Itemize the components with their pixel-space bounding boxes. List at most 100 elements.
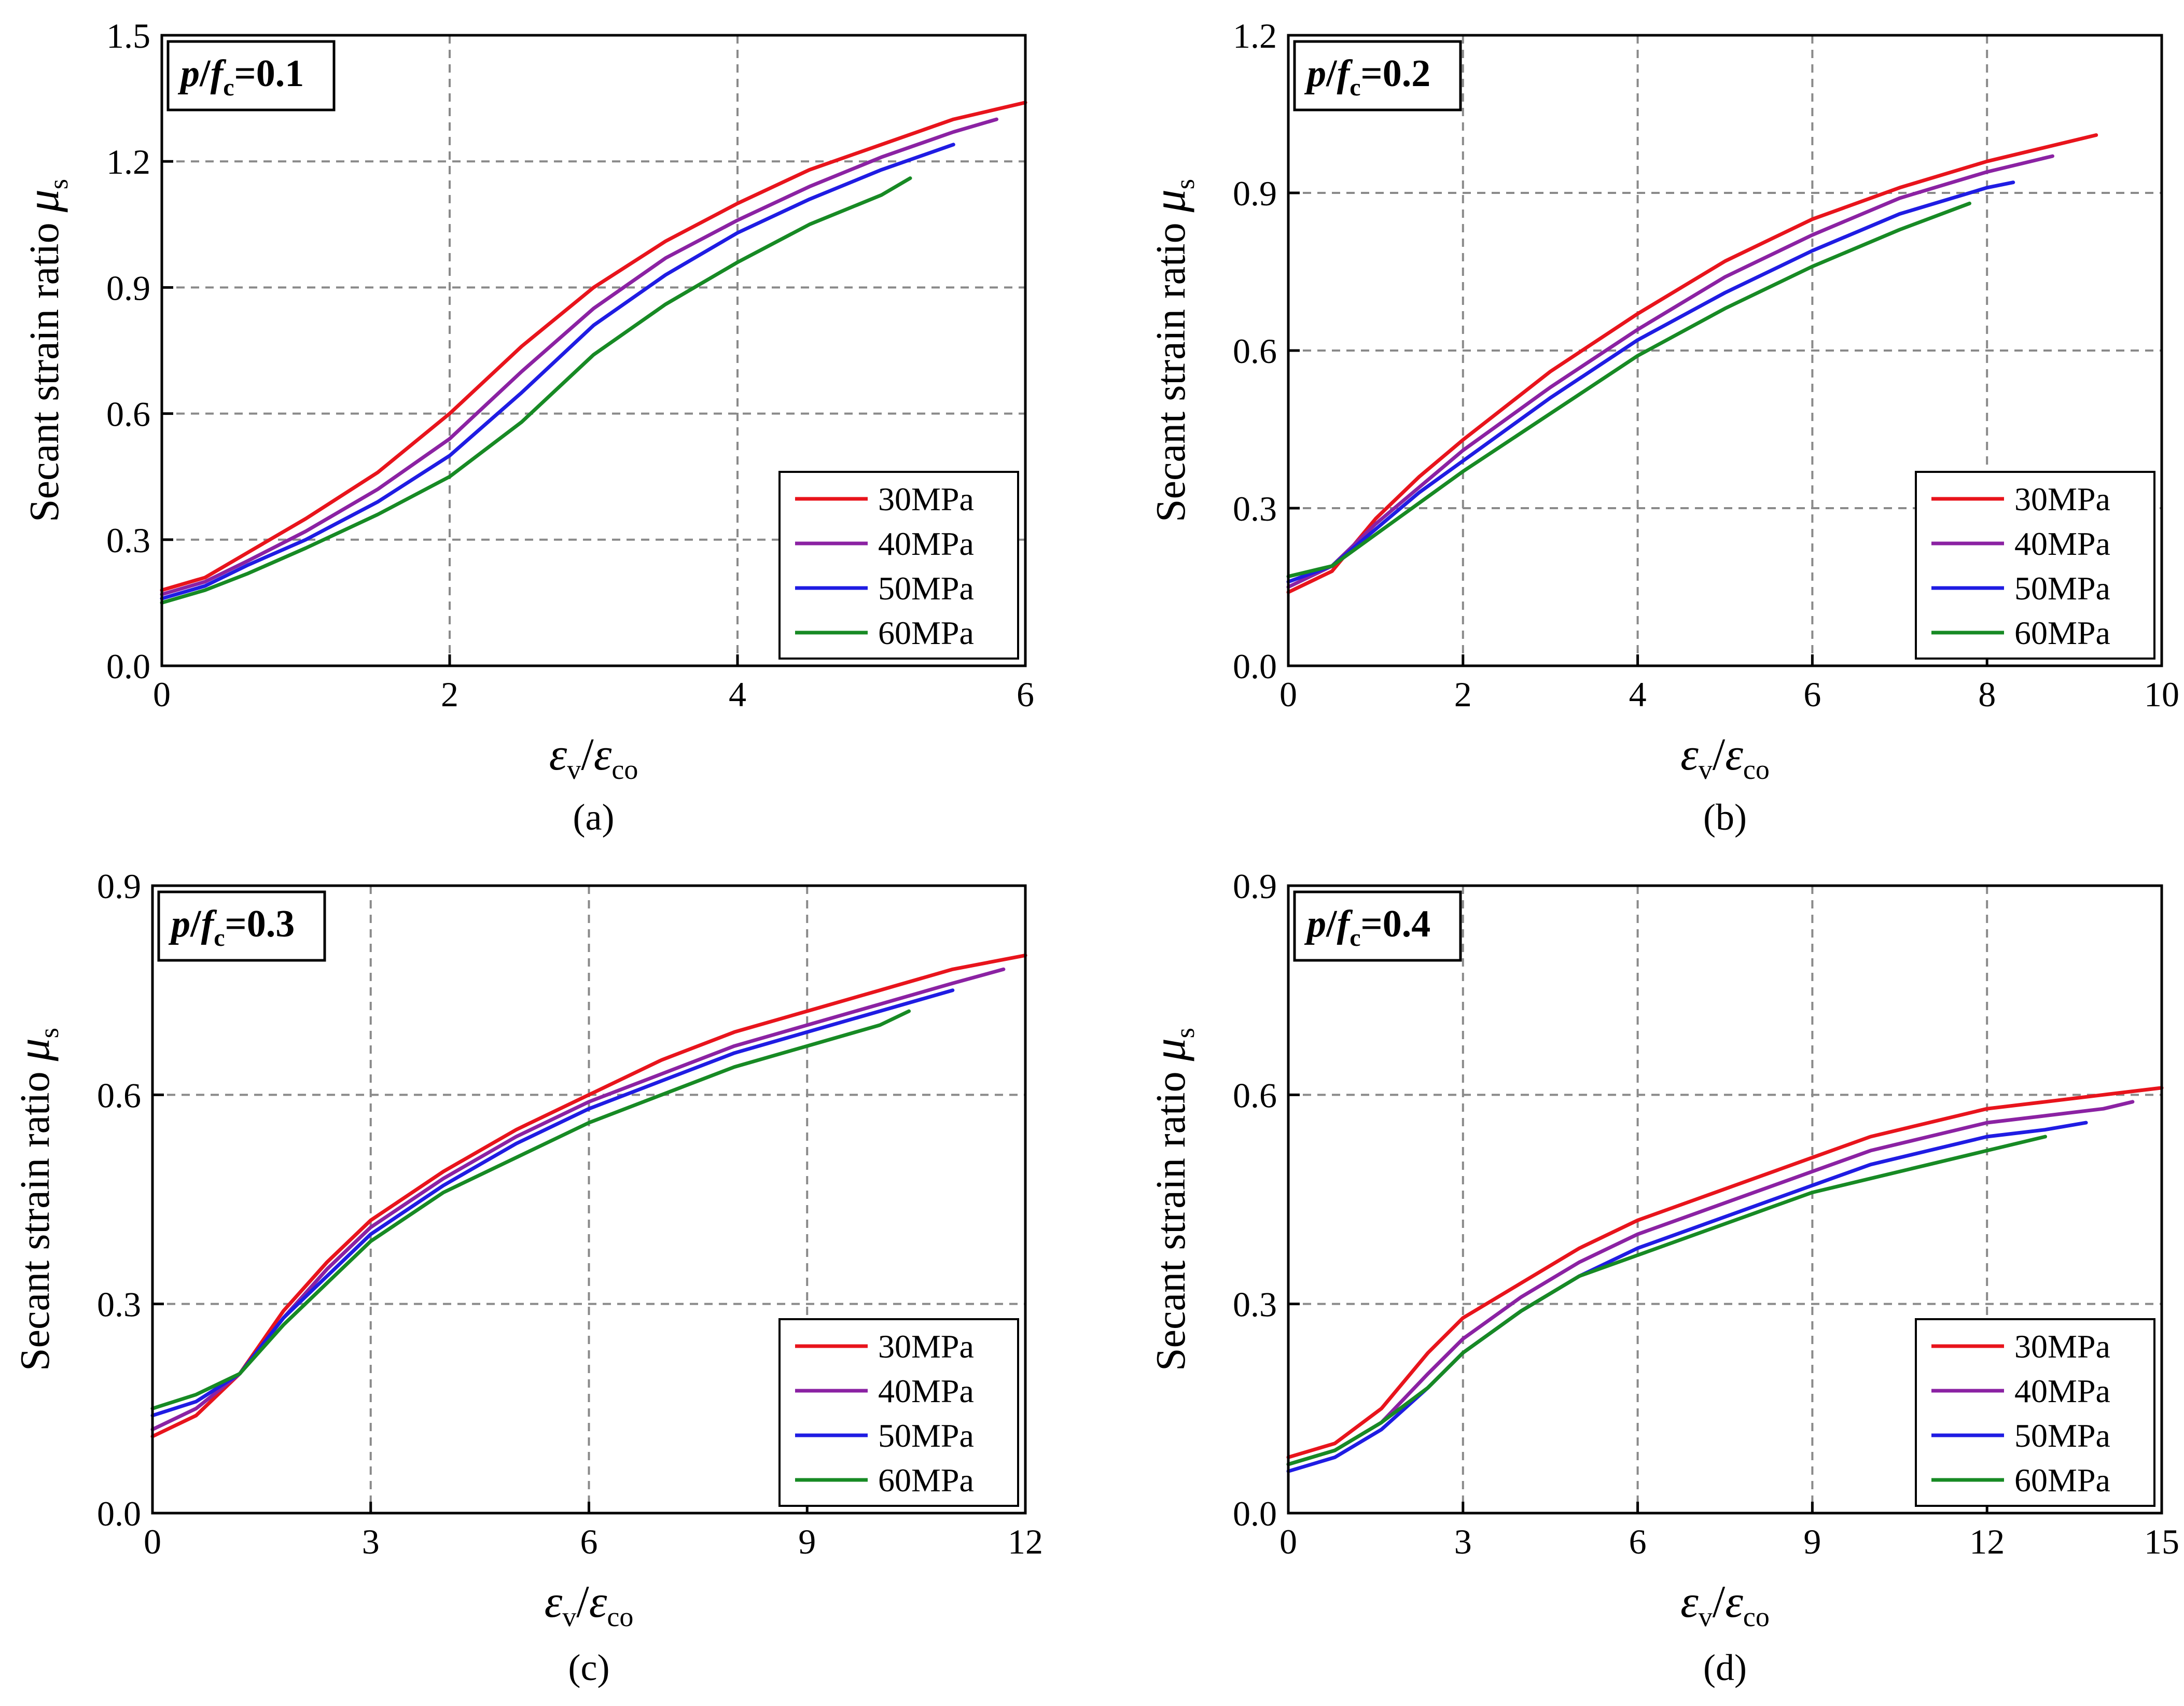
legend-label: 40MPa bbox=[2014, 525, 2110, 562]
y-tick-label: 0.6 bbox=[97, 1075, 141, 1115]
series-line-60MPa bbox=[160, 176, 912, 605]
x-tick-label: 3 bbox=[362, 1522, 380, 1561]
legend-box bbox=[778, 471, 1019, 660]
y-tick-label: 0.9 bbox=[1233, 174, 1277, 213]
y-tick-label: 0.3 bbox=[106, 521, 150, 560]
y-tick-label: 1.2 bbox=[1233, 16, 1277, 55]
annotation-text: p/fc=0.3 bbox=[168, 903, 295, 952]
x-tick-label: 6 bbox=[580, 1522, 598, 1561]
panel-caption: (a) bbox=[573, 796, 615, 838]
legend-label: 40MPa bbox=[878, 525, 974, 562]
panel-caption: (d) bbox=[1703, 1647, 1747, 1688]
legend-label: 40MPa bbox=[2014, 1373, 2110, 1409]
series-line-40MPa bbox=[1286, 154, 2054, 589]
x-axis-label: εv/εco bbox=[1680, 1577, 1770, 1632]
chart-panel-d: 0 3 6 9 12 15 0.0 0.3 0.6 0.9 Secant strain ratio … bbox=[1145, 866, 2179, 1688]
y-tick-label: 0.9 bbox=[106, 268, 150, 307]
x-tick-label: 9 bbox=[798, 1522, 816, 1561]
y-axis-label: Secant strain ratio μs bbox=[1145, 179, 1200, 522]
series-line-60MPa bbox=[150, 1009, 911, 1410]
series-line-60MPa bbox=[1286, 201, 1971, 579]
x-axis-label: εv/εco bbox=[549, 730, 638, 785]
series-line-50MPa bbox=[1286, 1121, 2088, 1473]
x-tick-label: 4 bbox=[1629, 675, 1647, 714]
legend-box bbox=[1915, 1318, 2155, 1507]
series-line-60MPa bbox=[1286, 1135, 2047, 1466]
legend-box bbox=[1915, 471, 2155, 660]
legend-label: 30MPa bbox=[878, 1328, 974, 1365]
series-line-50MPa bbox=[1286, 180, 2015, 584]
x-tick-label: 8 bbox=[1978, 675, 1996, 714]
y-tick-label: 0.6 bbox=[106, 395, 150, 434]
x-tick-label: 2 bbox=[1454, 675, 1472, 714]
annotation-text: p/fc=0.4 bbox=[1304, 903, 1430, 952]
y-tick-label: 0.0 bbox=[106, 647, 150, 686]
x-tick-label: 10 bbox=[2144, 675, 2179, 714]
chart-panel-b: 0 2 4 6 8 10 0.0 0.3 0.6 0.9 1.2 Secant strain rati… bbox=[1145, 16, 2179, 838]
annotation-text: p/fc=0.2 bbox=[1304, 52, 1430, 101]
y-tick-label: 1.5 bbox=[106, 16, 150, 55]
x-tick-label: 2 bbox=[441, 675, 458, 714]
legend-label: 60MPa bbox=[878, 614, 974, 651]
y-tick-label: 0.0 bbox=[97, 1494, 141, 1533]
x-tick-label: 15 bbox=[2144, 1522, 2179, 1561]
plot-frame bbox=[160, 34, 1027, 667]
y-tick-label: 0.0 bbox=[1233, 1494, 1277, 1533]
y-tick-label: 0.3 bbox=[1233, 489, 1277, 528]
plot-frame bbox=[1287, 884, 2163, 1515]
x-tick-label: 6 bbox=[1803, 675, 1821, 714]
y-tick-label: 0.0 bbox=[1233, 647, 1277, 686]
series-line-30MPa bbox=[160, 101, 1027, 592]
annotation-box bbox=[166, 40, 336, 111]
annotation-box bbox=[1293, 40, 1462, 111]
x-tick-label: 12 bbox=[1969, 1522, 2005, 1561]
y-tick-label: 0.6 bbox=[1233, 331, 1277, 371]
x-tick-label: 0 bbox=[1279, 675, 1297, 714]
annotation-box bbox=[1293, 890, 1462, 962]
x-axis-label: εv/εco bbox=[545, 1577, 634, 1632]
x-tick-label: 6 bbox=[1629, 1522, 1647, 1561]
legend-label: 40MPa bbox=[878, 1373, 974, 1409]
legend-label: 60MPa bbox=[878, 1462, 974, 1499]
x-tick-label: 6 bbox=[1017, 675, 1034, 714]
x-axis-label: εv/εco bbox=[1680, 730, 1770, 785]
x-tick-label: 0 bbox=[1279, 1522, 1297, 1561]
legend-label: 30MPa bbox=[2014, 1328, 2110, 1365]
panel-caption: (c) bbox=[568, 1647, 610, 1688]
y-axis-label: Secant strain ratio μs bbox=[18, 179, 74, 522]
legend-box bbox=[778, 1318, 1019, 1507]
x-tick-label: 4 bbox=[729, 675, 746, 714]
legend-label: 50MPa bbox=[2014, 1417, 2110, 1454]
chart-panel-a: 0 2 4 6 0.0 0.3 0.6 0.9 1.2 1.5 Secant strain rati… bbox=[18, 16, 1034, 838]
y-axis-label: Secant strain ratio μs bbox=[9, 1028, 64, 1371]
x-tick-label: 0 bbox=[153, 675, 171, 714]
legend-label: 50MPa bbox=[2014, 570, 2110, 607]
legend-label: 30MPa bbox=[878, 481, 974, 518]
x-tick-label: 3 bbox=[1454, 1522, 1472, 1561]
annotation-text: p/fc=0.1 bbox=[177, 52, 304, 101]
series-line-30MPa bbox=[1286, 133, 2098, 594]
series-line-40MPa bbox=[1286, 1100, 2135, 1466]
series-line-50MPa bbox=[160, 143, 955, 600]
legend-label: 50MPa bbox=[878, 1417, 974, 1454]
series-line-30MPa bbox=[1286, 1086, 2164, 1459]
series-line-40MPa bbox=[160, 117, 998, 596]
x-tick-label: 9 bbox=[1803, 1522, 1821, 1561]
y-axis-label: Secant strain ratio μs bbox=[1145, 1028, 1200, 1371]
y-tick-label: 0.3 bbox=[1233, 1285, 1277, 1324]
x-tick-label: 12 bbox=[1008, 1522, 1043, 1561]
legend-label: 30MPa bbox=[2014, 481, 2110, 518]
annotation-box bbox=[157, 890, 326, 962]
legend-label: 60MPa bbox=[2014, 1462, 2110, 1499]
panel-caption: (b) bbox=[1703, 796, 1747, 838]
legend-label: 50MPa bbox=[878, 570, 974, 607]
legend-label: 60MPa bbox=[2014, 614, 2110, 651]
y-tick-label: 0.9 bbox=[1233, 866, 1277, 906]
y-tick-label: 1.2 bbox=[106, 142, 150, 181]
y-tick-label: 0.6 bbox=[1233, 1075, 1277, 1115]
y-tick-label: 0.9 bbox=[97, 866, 141, 906]
x-tick-label: 0 bbox=[144, 1522, 161, 1561]
y-tick-label: 0.3 bbox=[97, 1285, 141, 1324]
chart-panel-c: 0 3 6 9 12 0.0 0.3 0.6 0.9 Secant strain ratio μs… bbox=[9, 866, 1043, 1688]
